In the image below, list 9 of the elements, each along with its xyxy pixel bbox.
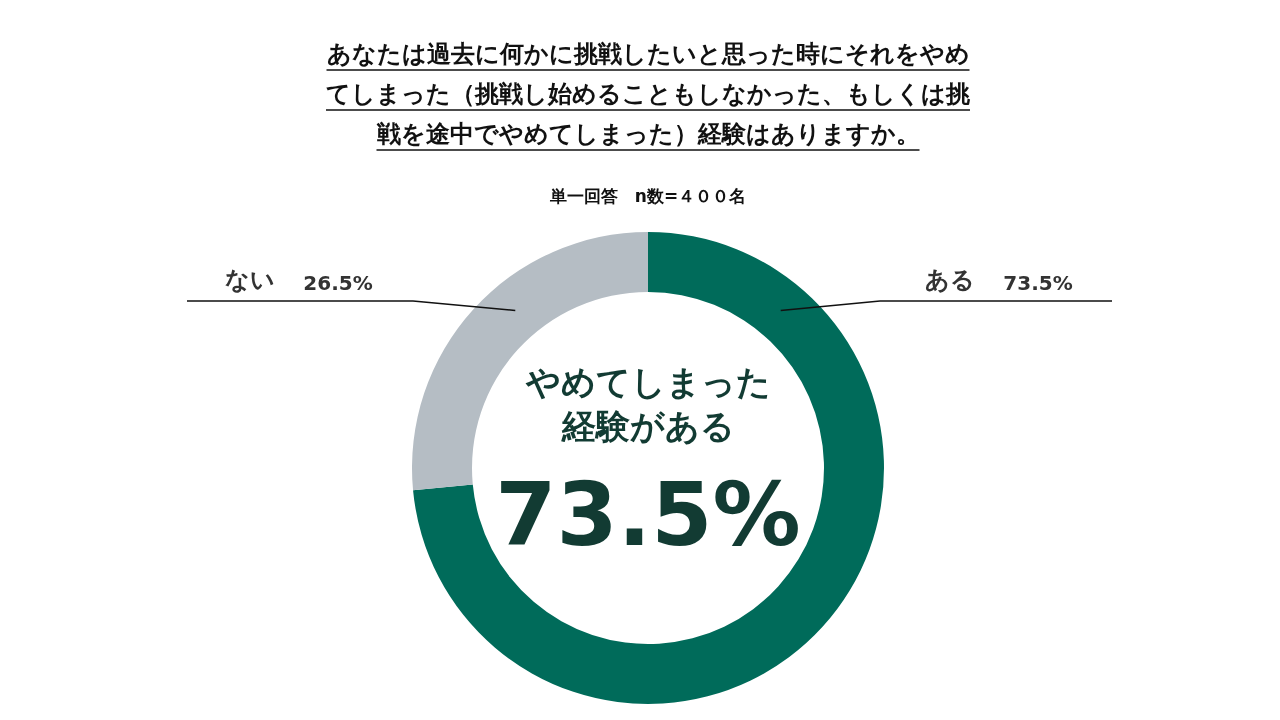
data-label: 73.5% [1003,271,1073,295]
slice-label: ある [925,266,975,294]
chart-title: あなたは過去に何かに挑戦したいと思った時にそれをやめてしまった（挑戦し始めることもしなかった、もしくは挑戦を途中でやめてしまった）経験はありますか。 [326,40,971,148]
text: 73.5% [495,463,801,566]
text: やめてしまった [524,362,771,402]
text: 経験がある [560,406,735,446]
data-label: 26.5% [303,271,373,295]
chart-subtitle: 単一回答 n数=４００名 [548,186,747,206]
slice-label: ない [225,266,275,294]
